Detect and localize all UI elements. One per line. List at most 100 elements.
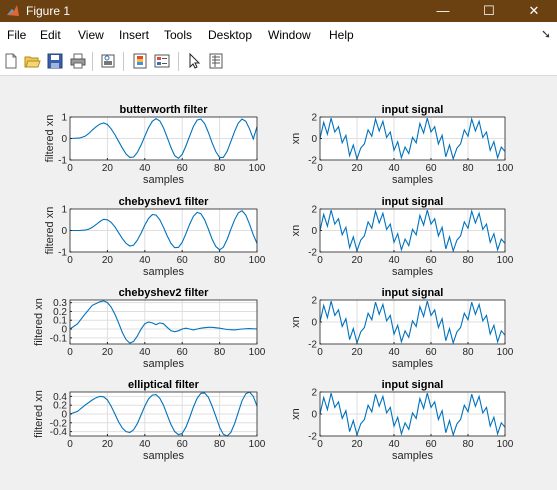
y-tick-label: 0	[311, 410, 317, 421]
x-tick-label: 40	[139, 163, 151, 174]
x-tick-label: 80	[462, 255, 474, 266]
x-tick-label: 0	[67, 439, 73, 450]
title-bar: Figure 1 — ☐ ✕	[0, 0, 557, 22]
close-button[interactable]: ✕	[528, 3, 540, 18]
x-tick-label: 20	[351, 255, 363, 266]
y-tick-label: -2	[308, 432, 317, 443]
x-tick-label: 40	[139, 439, 151, 450]
chart-title: elliptical filter	[128, 379, 200, 391]
menu-file[interactable]: File	[7, 28, 27, 42]
y-tick-label: 2	[311, 205, 317, 216]
x-tick-label: 40	[388, 439, 400, 450]
x-tick-label: 80	[462, 163, 474, 174]
toolbar-separator	[123, 52, 124, 71]
x-tick-label: 100	[249, 163, 266, 174]
print-preview-icon[interactable]	[99, 52, 117, 70]
minimize-button[interactable]: —	[436, 3, 450, 18]
y-tick-label: 0	[61, 134, 67, 145]
x-tick-label: 40	[388, 255, 400, 266]
menu-window[interactable]: Window	[268, 28, 311, 42]
x-tick-label: 20	[102, 163, 114, 174]
x-tick-label: 80	[214, 163, 226, 174]
x-tick-label: 20	[102, 255, 114, 266]
x-tick-label: 80	[214, 255, 226, 266]
y-tick-label: 0.2	[53, 401, 67, 412]
edit-plot-icon[interactable]	[185, 52, 203, 70]
y-tick-label: 2	[311, 296, 317, 307]
chart-title: chebyshev2 filter	[119, 287, 210, 299]
x-tick-label: 100	[497, 439, 514, 450]
menu-insert[interactable]: Insert	[119, 28, 150, 42]
x-tick-label: 60	[425, 439, 437, 450]
y-tick-label: 2	[311, 113, 317, 124]
y-axis-label: filtered xn	[33, 298, 45, 346]
chart-title: chebyshev1 filter	[119, 196, 210, 208]
y-tick-label: 0.3	[53, 298, 67, 309]
open-file-icon[interactable]	[23, 52, 41, 70]
y-axis-label: filtered xn	[44, 207, 56, 255]
legend-icon[interactable]	[153, 52, 171, 70]
x-tick-label: 60	[177, 255, 189, 266]
x-tick-label: 60	[425, 347, 437, 358]
x-tick-label: 100	[249, 347, 266, 358]
series-line	[70, 209, 258, 251]
y-tick-label: -2	[308, 156, 317, 167]
x-tick-label: 20	[351, 163, 363, 174]
new-figure-icon[interactable]	[2, 52, 20, 70]
x-tick-label: 80	[462, 347, 474, 358]
x-tick-label: 60	[425, 255, 437, 266]
property-inspector-icon[interactable]	[207, 52, 225, 70]
y-tick-label: 0.1	[53, 316, 67, 327]
x-tick-label: 100	[249, 255, 266, 266]
x-tick-label: 80	[462, 439, 474, 450]
pin-icon[interactable]: ➘	[540, 27, 551, 41]
toolbar-separator	[178, 52, 179, 71]
x-axis-label: samples	[143, 174, 184, 186]
chart-title: input signal	[382, 287, 444, 299]
y-tick-label: 0	[61, 325, 67, 336]
y-tick-label: -0.2	[50, 418, 68, 429]
y-axis-label: filtered xn	[33, 390, 45, 438]
x-tick-label: 0	[67, 255, 73, 266]
x-tick-label: 80	[214, 347, 226, 358]
menu-edit[interactable]: Edit	[40, 28, 61, 42]
x-tick-label: 0	[317, 255, 323, 266]
series-line	[319, 209, 506, 253]
menu-view[interactable]: View	[78, 28, 104, 42]
menu-desktop[interactable]: Desktop	[208, 28, 253, 42]
y-tick-label: 2	[311, 388, 317, 399]
x-tick-label: 0	[317, 439, 323, 450]
x-axis-label: samples	[392, 358, 433, 370]
maximize-button[interactable]: ☐	[483, 3, 495, 18]
y-tick-label: -1	[58, 156, 67, 167]
chart-title: input signal	[382, 379, 444, 391]
x-tick-label: 100	[249, 439, 266, 450]
print-icon[interactable]	[69, 52, 87, 70]
save-icon[interactable]	[46, 52, 64, 70]
y-tick-label: 0	[311, 226, 317, 237]
matlab-logo-icon	[7, 5, 19, 16]
x-axis-label: samples	[143, 358, 184, 370]
y-tick-label: 0	[311, 134, 317, 145]
menu-tools[interactable]: Tools	[164, 28, 193, 42]
y-tick-label: -1	[58, 248, 67, 259]
figure-canvas: 0 20 40 60 80 100 -1 0 1 butterworth filter sample…	[0, 76, 557, 490]
x-axis-label: samples	[143, 450, 184, 462]
series-line	[319, 116, 506, 161]
toolbar	[0, 48, 557, 76]
axes-frame	[69, 299, 258, 345]
toolbar-separator	[92, 52, 93, 71]
x-axis-label: samples	[143, 266, 184, 278]
chart-title: input signal	[382, 104, 444, 116]
x-tick-label: 0	[67, 347, 73, 358]
axes-background	[70, 300, 257, 344]
y-axis-label: xn	[290, 133, 302, 145]
menu-help[interactable]: Help	[329, 28, 354, 42]
colorbar-icon[interactable]	[131, 52, 149, 70]
y-tick-label: 1	[61, 205, 67, 216]
